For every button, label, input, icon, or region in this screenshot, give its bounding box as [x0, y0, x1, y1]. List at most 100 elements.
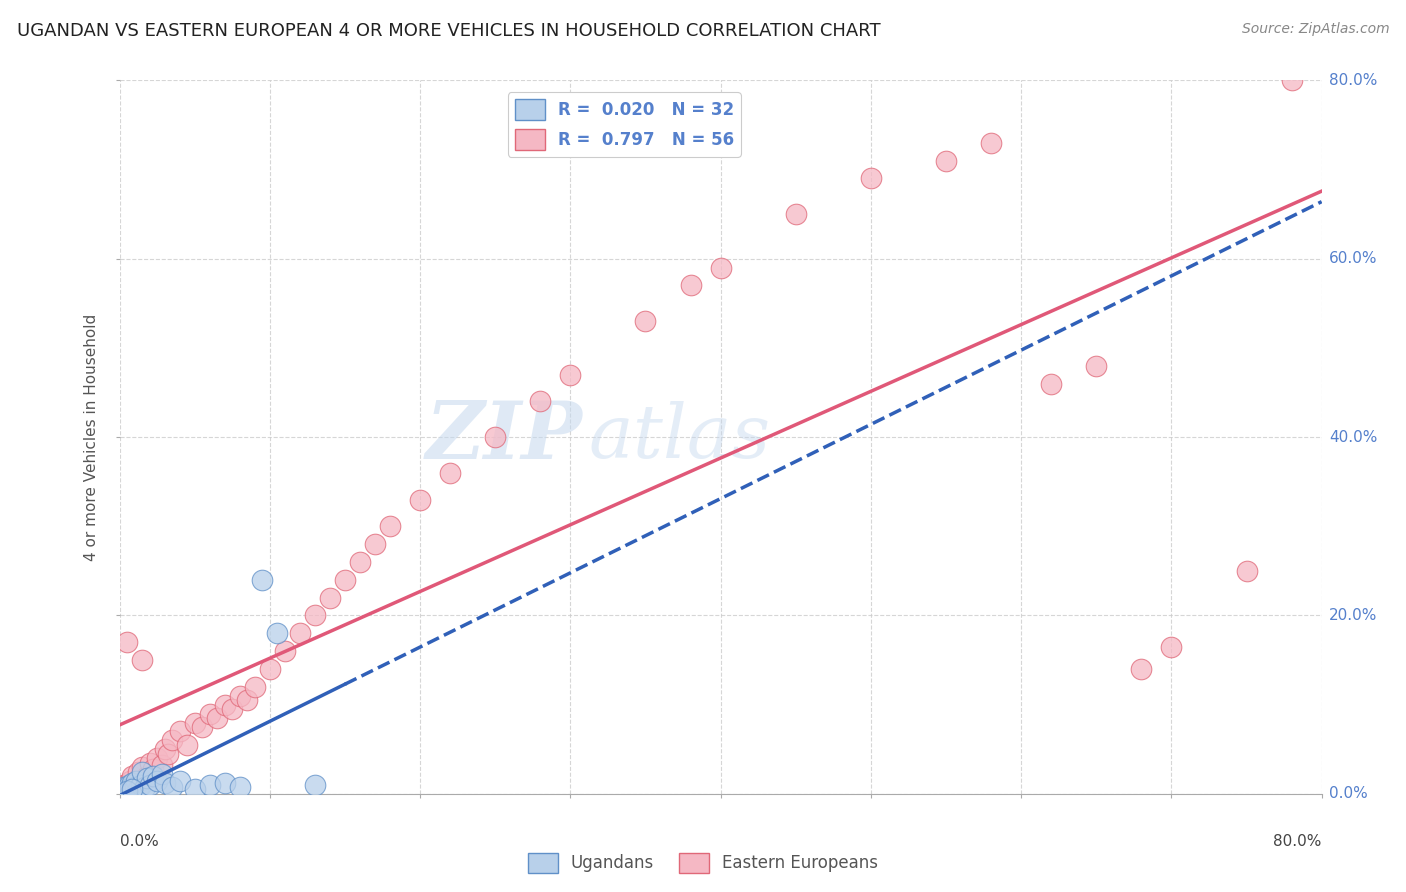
- Text: Source: ZipAtlas.com: Source: ZipAtlas.com: [1241, 22, 1389, 37]
- Point: [228, 689, 252, 703]
- Legend: Ugandans, Eastern Europeans: Ugandans, Eastern Europeans: [520, 847, 886, 880]
- Point: [221, 702, 243, 716]
- Text: 60.0%: 60.0%: [1329, 252, 1378, 266]
- Point: [118, 773, 141, 788]
- Point: [560, 368, 582, 382]
- Point: [205, 711, 228, 725]
- Point: [228, 780, 252, 794]
- Point: [183, 715, 205, 730]
- Text: 20.0%: 20.0%: [1329, 608, 1378, 623]
- Point: [150, 767, 173, 781]
- Point: [131, 653, 153, 667]
- Point: [274, 644, 297, 658]
- Point: [183, 781, 205, 796]
- Point: [142, 769, 165, 783]
- Point: [146, 751, 169, 765]
- Point: [115, 781, 138, 796]
- Point: [121, 782, 143, 797]
- Point: [709, 260, 731, 275]
- Point: [111, 782, 134, 797]
- Point: [160, 780, 183, 794]
- Point: [125, 773, 148, 788]
- Point: [146, 773, 169, 788]
- Point: [129, 778, 152, 792]
- Point: [679, 278, 702, 293]
- Point: [236, 693, 259, 707]
- Point: [138, 756, 160, 770]
- Point: [115, 784, 138, 798]
- Point: [378, 519, 401, 533]
- Point: [529, 394, 551, 409]
- Point: [115, 780, 138, 794]
- Point: [439, 466, 461, 480]
- Point: [118, 780, 141, 795]
- Point: [364, 537, 387, 551]
- Text: 0.0%: 0.0%: [120, 834, 159, 849]
- Point: [121, 769, 143, 783]
- Text: atlas: atlas: [588, 401, 770, 474]
- Point: [124, 776, 146, 790]
- Point: [288, 626, 311, 640]
- Point: [150, 758, 173, 772]
- Point: [160, 733, 183, 747]
- Point: [142, 762, 165, 776]
- Point: [1236, 564, 1258, 578]
- Point: [138, 778, 160, 792]
- Point: [935, 153, 957, 168]
- Point: [634, 314, 657, 328]
- Point: [1040, 376, 1063, 391]
- Text: 40.0%: 40.0%: [1329, 430, 1378, 444]
- Point: [304, 608, 326, 623]
- Text: UGANDAN VS EASTERN EUROPEAN 4 OR MORE VEHICLES IN HOUSEHOLD CORRELATION CHART: UGANDAN VS EASTERN EUROPEAN 4 OR MORE VE…: [17, 22, 880, 40]
- Point: [176, 738, 198, 752]
- Y-axis label: 4 or more Vehicles in Household: 4 or more Vehicles in Household: [84, 313, 100, 561]
- Point: [252, 573, 274, 587]
- Point: [484, 430, 506, 444]
- Legend: R =  0.020   N = 32, R =  0.797   N = 56: R = 0.020 N = 32, R = 0.797 N = 56: [508, 92, 741, 157]
- Point: [111, 782, 134, 797]
- Point: [409, 492, 432, 507]
- Point: [127, 781, 149, 796]
- Point: [1130, 662, 1153, 676]
- Text: 80.0%: 80.0%: [1329, 73, 1378, 87]
- Point: [304, 778, 326, 792]
- Text: 0.0%: 0.0%: [1329, 787, 1368, 801]
- Point: [122, 782, 145, 797]
- Point: [115, 635, 138, 649]
- Point: [134, 780, 156, 794]
- Point: [980, 136, 1002, 150]
- Text: 80.0%: 80.0%: [1274, 834, 1322, 849]
- Point: [110, 784, 132, 798]
- Point: [785, 207, 807, 221]
- Point: [319, 591, 342, 605]
- Point: [1160, 640, 1182, 654]
- Point: [169, 773, 191, 788]
- Text: ZIP: ZIP: [426, 399, 582, 475]
- Point: [117, 778, 139, 792]
- Point: [153, 776, 176, 790]
- Point: [333, 573, 356, 587]
- Point: [135, 771, 157, 785]
- Point: [135, 769, 157, 783]
- Point: [1281, 73, 1303, 87]
- Point: [214, 776, 236, 790]
- Point: [259, 662, 281, 676]
- Point: [121, 776, 143, 790]
- Point: [114, 783, 136, 797]
- Point: [1085, 359, 1108, 373]
- Point: [266, 626, 288, 640]
- Point: [243, 680, 266, 694]
- Point: [214, 698, 236, 712]
- Point: [131, 760, 153, 774]
- Point: [156, 747, 179, 761]
- Point: [198, 706, 221, 721]
- Point: [153, 742, 176, 756]
- Point: [112, 780, 135, 794]
- Point: [859, 171, 882, 186]
- Point: [112, 778, 135, 792]
- Point: [191, 720, 214, 734]
- Point: [169, 724, 191, 739]
- Point: [198, 778, 221, 792]
- Point: [127, 764, 149, 779]
- Point: [349, 555, 371, 569]
